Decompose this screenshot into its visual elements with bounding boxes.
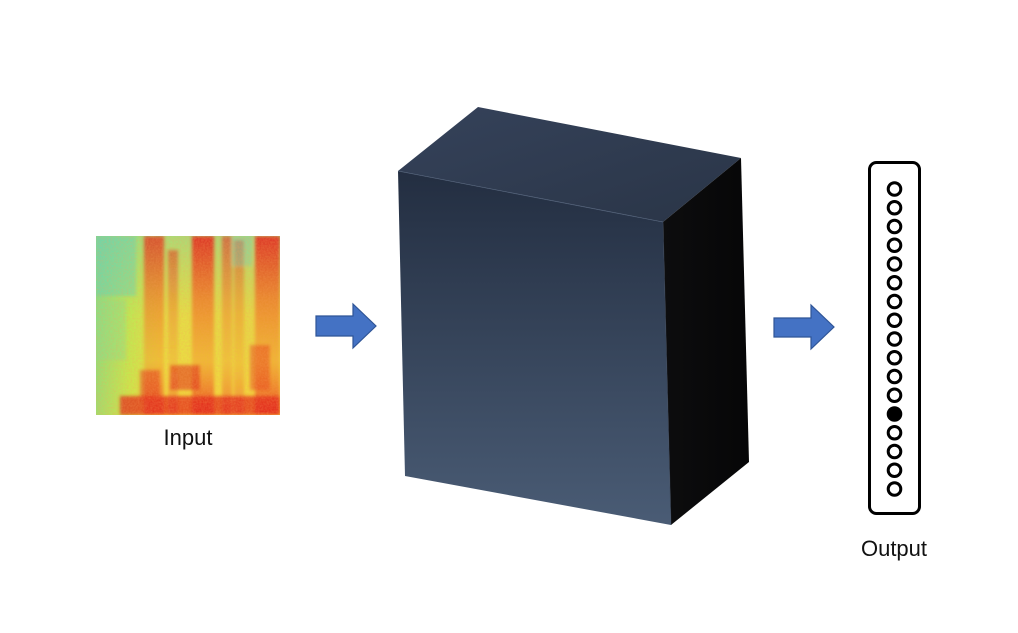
output-neuron (886, 443, 903, 460)
model-box-top-face (398, 107, 741, 222)
output-neurons (886, 181, 903, 497)
input-label: Input (163, 425, 213, 450)
output-neuron (886, 256, 903, 272)
output-neuron (886, 293, 903, 310)
arrow-right-icon (773, 303, 835, 351)
output-neuron (886, 368, 903, 385)
input-spectrogram-image (96, 236, 280, 415)
output-neuron (886, 349, 903, 366)
output-neuron (886, 387, 903, 404)
output-neuron (886, 312, 903, 329)
model-box-side-face (663, 158, 749, 525)
output-neuron (886, 237, 903, 254)
arrow-right-icon (315, 302, 377, 350)
output-neuron-active (886, 406, 903, 422)
output-neuron (886, 462, 903, 479)
model-box-front-face (398, 171, 671, 525)
output-label: Output (860, 536, 928, 561)
output-neuron (886, 331, 903, 347)
output-vector (868, 161, 921, 515)
output-neuron (886, 424, 903, 441)
model-box (397, 107, 749, 526)
output-neuron (886, 481, 903, 497)
output-neuron (886, 218, 903, 235)
output-neuron (886, 274, 903, 291)
output-neuron (886, 199, 903, 216)
output-neuron (886, 181, 903, 197)
